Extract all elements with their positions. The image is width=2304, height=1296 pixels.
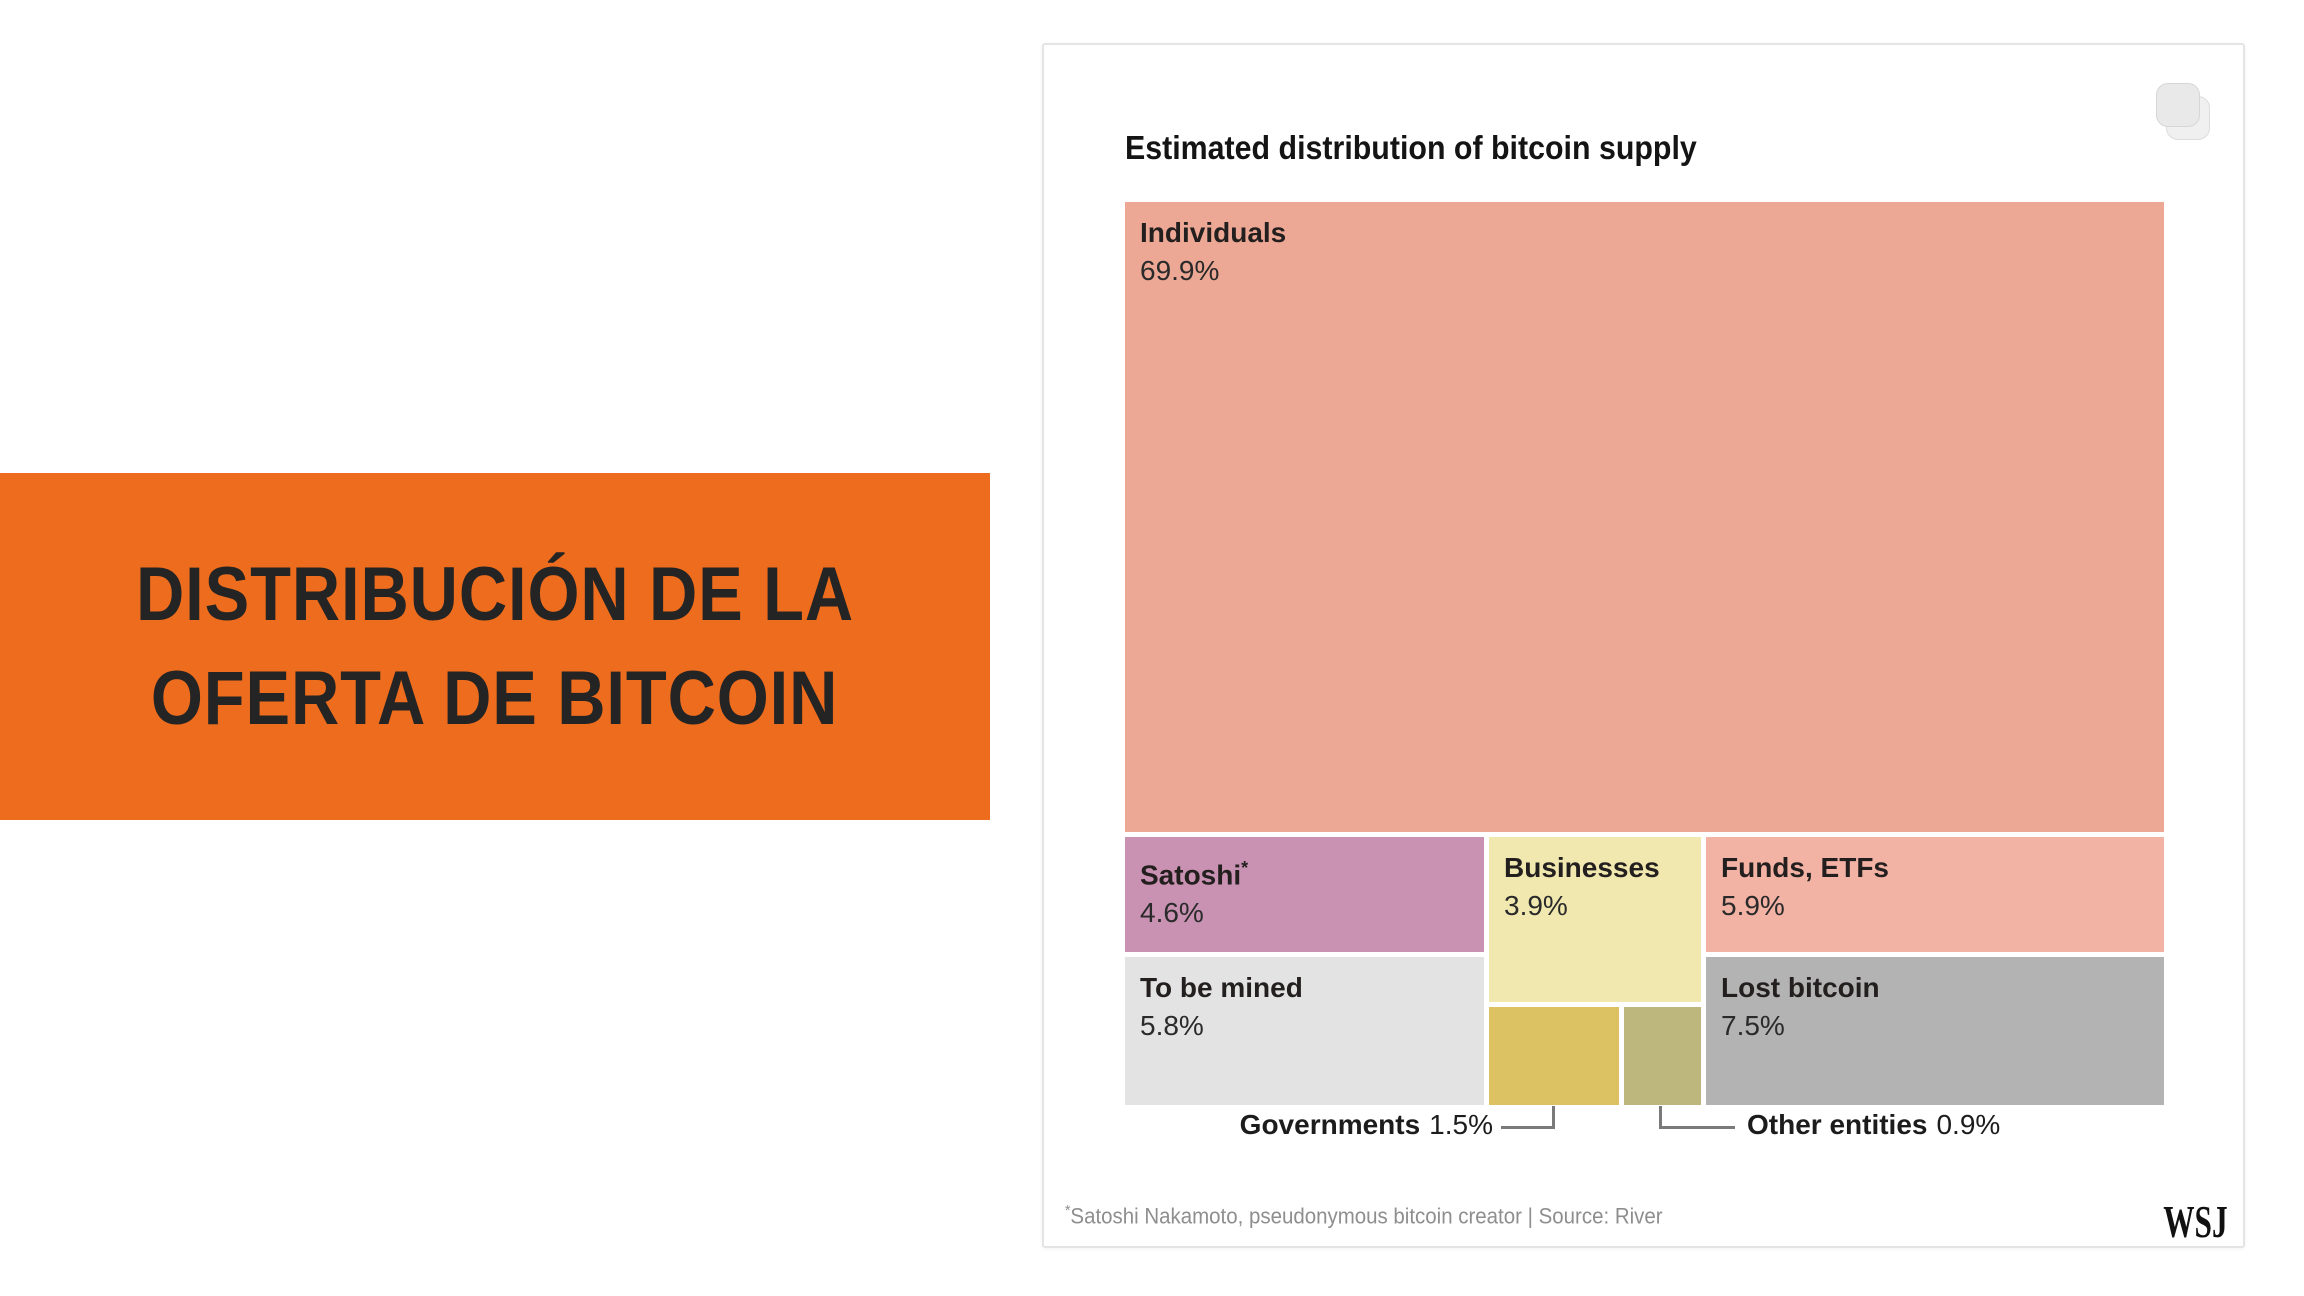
callout-governments: Governments 1.5% [1193, 1108, 1493, 1142]
callout-other-entities: Other entities 0.9% [1747, 1108, 2000, 1142]
cell-label: Funds, ETFs [1721, 852, 1889, 883]
treemap-cell-governments [1489, 1007, 1619, 1105]
cell-label: Satoshi* [1140, 858, 1249, 891]
chart-card: Estimated distribution of bitcoin supply… [1042, 43, 2245, 1248]
footnote-marker: * [1241, 858, 1249, 878]
callout-value: 1.5% [1429, 1109, 1493, 1140]
wsj-logo: WSJ [2163, 1196, 2228, 1247]
callout-value: 0.9% [1936, 1109, 2001, 1140]
cell-label: Lost bitcoin [1721, 972, 1880, 1003]
cell-label: Businesses [1504, 852, 1660, 883]
callout-line [1659, 1106, 1662, 1129]
banner-title-line2: OFERTA DE BITCOIN [151, 655, 839, 741]
callout-line [1501, 1126, 1555, 1129]
treemap-cell-other-entities [1624, 1007, 1701, 1105]
copy-icon-front-square [2156, 83, 2200, 127]
banner-title-line1: DISTRIBUCIÓN DE LA [135, 551, 855, 637]
treemap-cell-to-be-mined: To be mined 5.8% [1125, 957, 1484, 1105]
treemap-cell-lost-bitcoin: Lost bitcoin 7.5% [1706, 957, 2164, 1105]
footnote-text: Satoshi Nakamoto, pseudonymous bitcoin c… [1070, 1203, 1663, 1229]
cell-value: 4.6% [1140, 897, 1204, 929]
callout-line [1552, 1106, 1555, 1129]
treemap-cell-funds-etfs: Funds, ETFs 5.9% [1706, 837, 2164, 952]
treemap-cell-businesses: Businesses 3.9% [1489, 837, 1701, 1002]
footnote: *Satoshi Nakamoto, pseudonymous bitcoin … [1065, 1202, 1663, 1229]
chart-title: Estimated distribution of bitcoin supply [1125, 129, 1697, 166]
cell-value: 5.9% [1721, 890, 1785, 921]
callout-label: Governments [1239, 1109, 1421, 1140]
cell-label: To be mined [1140, 972, 1303, 1003]
footnote-marker: * [1065, 1202, 1071, 1219]
cell-value: 3.9% [1504, 890, 1568, 921]
callout-label: Other entities [1747, 1109, 1928, 1140]
treemap-cell-satoshi: Satoshi* 4.6% [1125, 837, 1484, 952]
title-banner: DISTRIBUCIÓN DE LA OFERTA DE BITCOIN [0, 473, 990, 820]
callout-line [1659, 1126, 1735, 1129]
cell-value: 69.9% [1140, 255, 1220, 286]
treemap: Individuals 69.9% Satoshi* 4.6% To be mi… [1125, 202, 2164, 1145]
copy-icon[interactable] [2156, 83, 2214, 143]
cell-value: 7.5% [1721, 1010, 1785, 1041]
treemap-cell-individuals: Individuals 69.9% [1125, 202, 2164, 832]
cell-value: 5.8% [1140, 1010, 1204, 1041]
cell-label: Individuals [1140, 217, 1287, 248]
